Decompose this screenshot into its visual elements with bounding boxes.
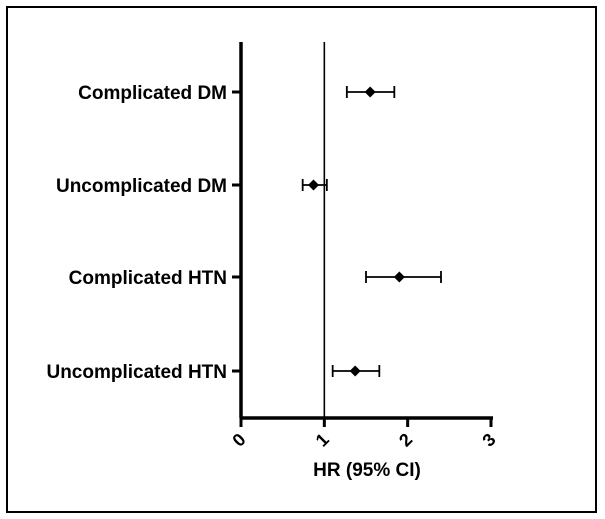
figure-frame (6, 6, 597, 513)
category-label: Uncomplicated DM (56, 176, 227, 197)
category-label: Complicated DM (78, 83, 227, 104)
hr-point (349, 365, 361, 377)
axes: 0 1 2 3 Complicated DM Uncomplicated DM Compli… (46, 42, 500, 451)
marks (301, 86, 442, 377)
hr-point (308, 179, 319, 191)
x-axis-title: HR (95% CI) (313, 460, 421, 481)
category-label: Complicated HTN (69, 268, 227, 289)
x-tick-label: 1 (312, 429, 333, 450)
x-tick-label: 0 (228, 429, 249, 450)
x-tick-label: 3 (478, 429, 499, 450)
x-tick-label: 2 (395, 429, 416, 450)
hr-point (364, 86, 376, 98)
category-label: Uncomplicated HTN (46, 362, 227, 383)
hr-point (393, 271, 405, 283)
